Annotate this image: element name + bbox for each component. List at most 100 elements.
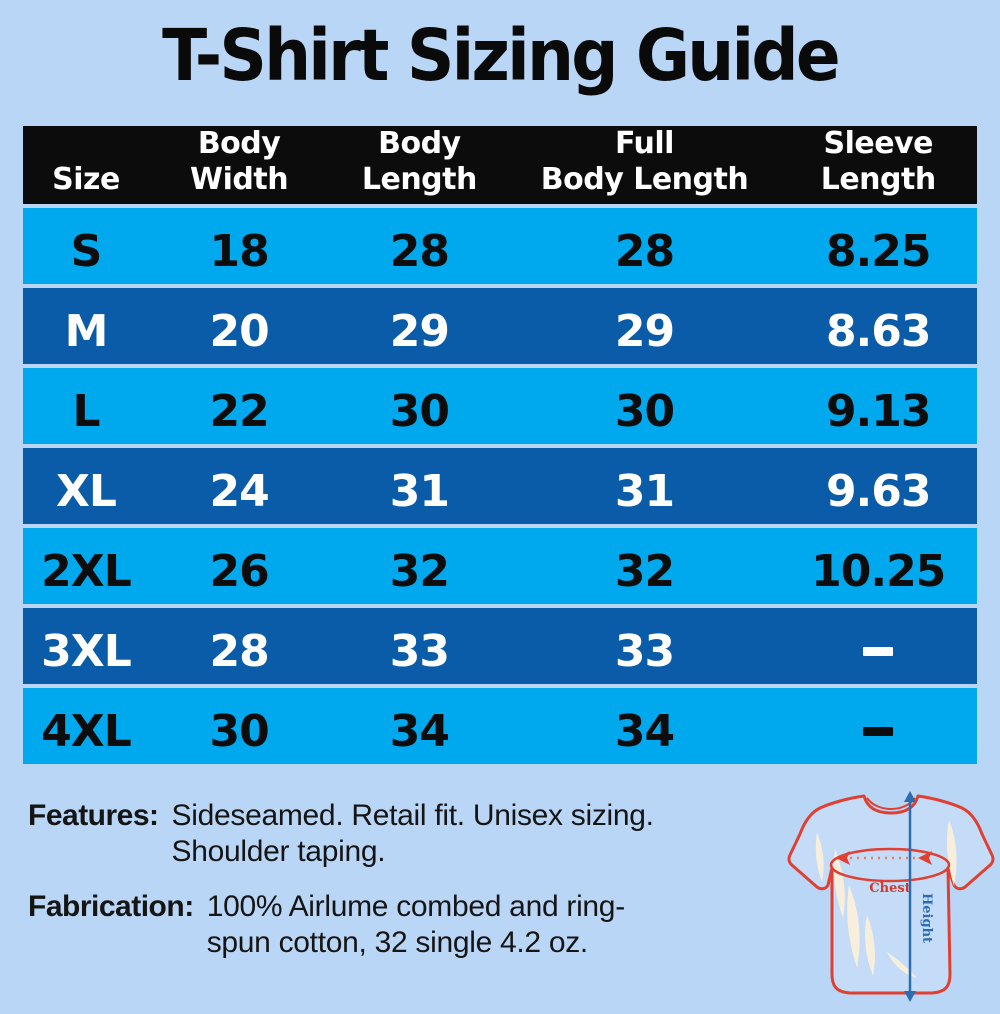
cell-value: 26 [209, 546, 269, 598]
cell-value: S [70, 226, 103, 278]
cell-value: 30 [209, 706, 269, 758]
table-row: 4XL 30 34 34 – [23, 687, 977, 764]
value-cell: 18 [149, 208, 329, 284]
fabrication-text: 100% Airlume combed and ring- spun cotto… [206, 889, 626, 961]
header-cell-body-length: Body Length [329, 126, 509, 208]
value-cell: 8.63 [779, 288, 976, 364]
size-table: Size Body Width Body Length Full Body Le… [23, 125, 977, 764]
cell-value: 31 [614, 466, 675, 518]
fabrication-line: spun cotton, 32 single 4.2 oz. [206, 925, 589, 959]
cell-value: 28 [614, 226, 675, 278]
value-cell: 31 [329, 448, 509, 524]
fabrication-note: Fabrication: 100% Airlume combed and rin… [28, 889, 788, 961]
cell-value: 18 [209, 226, 269, 278]
cell-value: 31 [389, 466, 450, 518]
cell-value: 33 [389, 626, 450, 678]
height-arrow-bottom-icon [904, 991, 916, 1002]
value-cell: – [779, 688, 976, 764]
cell-value: 34 [389, 706, 450, 758]
cell-value: L [72, 386, 100, 438]
value-cell: 28 [329, 208, 509, 284]
size-cell: 2XL [23, 528, 149, 604]
header-line: Width [190, 162, 289, 198]
cell-value: 2XL [41, 546, 132, 598]
chest-measure-ellipse [829, 847, 951, 883]
features-text: Sideseamed. Retail fit. Unisex sizing. S… [172, 798, 654, 870]
cell-value: 28 [209, 626, 269, 678]
value-cell: 33 [510, 608, 780, 684]
features-note: Features: Sideseamed. Retail fit. Unisex… [28, 798, 788, 870]
table-row: 3XL 28 33 33 – [23, 607, 977, 684]
value-cell: 34 [329, 688, 509, 764]
header-cell-full-body-length: Full Body Length [510, 126, 780, 208]
page-title: T-Shirt Sizing Guide [162, 14, 840, 97]
cell-value: 20 [209, 306, 269, 358]
cell-value: 10.25 [811, 546, 946, 598]
table-row: M 20 29 29 8.63 [23, 287, 977, 364]
size-cell: 4XL [23, 688, 149, 764]
table-row: L 22 30 30 9.13 [23, 367, 977, 444]
value-cell: 30 [510, 368, 780, 444]
cell-value: 4XL [41, 706, 132, 758]
cell-value: 22 [209, 386, 269, 438]
value-cell: 30 [329, 368, 509, 444]
header-line: Length [820, 162, 937, 198]
header-line: Full [615, 125, 674, 161]
header-cell-sleeve-length: Sleeve Length [779, 126, 976, 208]
header-cell-body-width: Body Width [149, 126, 329, 208]
cell-value: 30 [389, 386, 450, 438]
value-cell: 28 [149, 608, 329, 684]
cell-value: 9.63 [825, 466, 932, 518]
tshirt-measurement-diagram: Chest Height [787, 791, 995, 1002]
cell-value: 24 [209, 466, 269, 518]
value-cell: 33 [329, 608, 509, 684]
cell-value: 8.63 [825, 306, 932, 358]
value-cell: 30 [149, 688, 329, 764]
value-cell: 20 [149, 288, 329, 364]
features-line: Shoulder taping. [171, 834, 386, 868]
cell-value: 28 [389, 226, 450, 278]
value-cell: 22 [149, 368, 329, 444]
size-cell: S [23, 208, 149, 284]
size-cell: XL [23, 448, 149, 524]
cell-value: 29 [614, 306, 675, 358]
cell-value: 30 [614, 386, 675, 438]
value-cell: 32 [510, 528, 780, 604]
sizing-guide-page: T-Shirt Sizing Guide Size Body Width Bod… [0, 14, 1000, 1002]
value-cell: 24 [149, 448, 329, 524]
value-cell: 29 [329, 288, 509, 364]
cell-value: – [863, 727, 894, 737]
chest-label: Chest [869, 881, 910, 896]
cell-value: 8.25 [825, 226, 932, 278]
header-line: Body Length [540, 162, 749, 198]
value-cell: 8.25 [779, 208, 976, 284]
table-row: 2XL 26 32 32 10.25 [23, 527, 977, 604]
chest-arrow-right-icon [918, 851, 932, 865]
cell-value: M [64, 306, 109, 358]
value-cell: 29 [510, 288, 780, 364]
fabric-highlight-shapes [815, 820, 957, 978]
header-cell-size: Size [23, 126, 149, 208]
cell-value: – [863, 647, 894, 657]
value-cell: 34 [510, 688, 780, 764]
size-cell: M [23, 288, 149, 364]
value-cell: 28 [510, 208, 780, 284]
chest-arrow-left-icon [836, 851, 850, 865]
cell-value: 32 [389, 546, 450, 598]
value-cell: 31 [510, 448, 780, 524]
value-cell: 9.63 [779, 448, 976, 524]
size-cell: 3XL [23, 608, 149, 684]
cell-value: 9.13 [825, 386, 932, 438]
fabrication-line: 100% Airlume combed and ring- [206, 889, 626, 923]
table-row: XL 24 31 31 9.63 [23, 447, 977, 524]
cell-value: XL [55, 466, 117, 518]
cell-value: 32 [614, 546, 675, 598]
cell-value: 34 [614, 706, 675, 758]
cell-value: 29 [389, 306, 450, 358]
height-label: Height [919, 893, 934, 943]
size-cell: L [23, 368, 149, 444]
cell-value: 3XL [41, 626, 132, 678]
chest-measure-group: Chest [829, 847, 951, 896]
height-measure-group: Height [904, 791, 934, 1002]
value-cell: 10.25 [779, 528, 976, 604]
